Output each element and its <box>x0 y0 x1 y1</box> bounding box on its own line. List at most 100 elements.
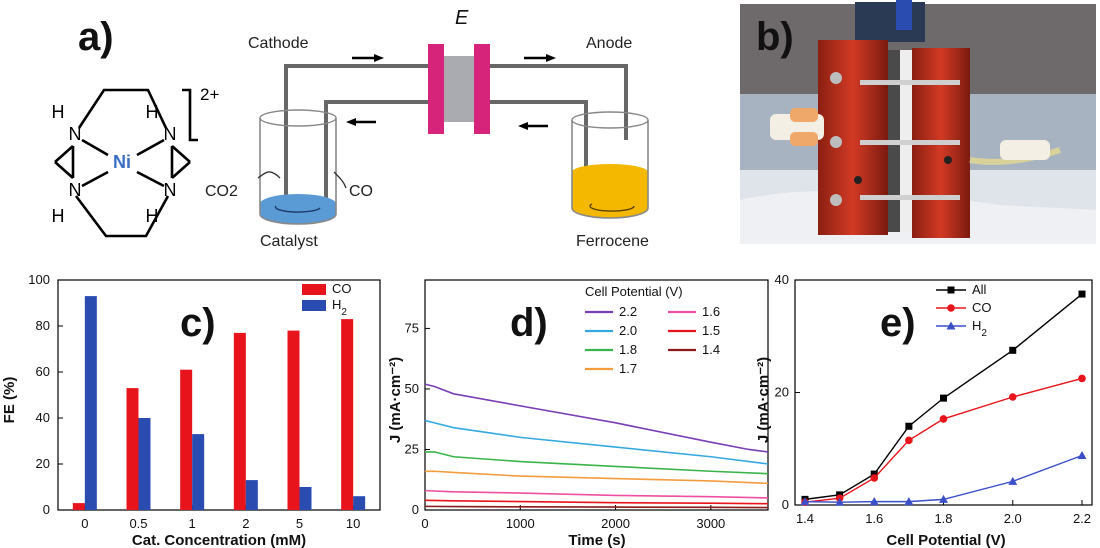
bar-h2 <box>192 434 205 510</box>
membrane <box>444 56 474 122</box>
charge-label: 2+ <box>200 85 219 104</box>
x-axis-title: Cell Potential (V) <box>886 532 1005 548</box>
x-tick-label: 0 <box>81 516 88 531</box>
ni-cyclam-structure <box>54 88 198 238</box>
x-tick-label: 3000 <box>696 516 725 531</box>
cathode-label: Cathode <box>248 35 309 52</box>
legend-label: 1.8 <box>619 342 637 357</box>
hydrogen-atom: H <box>146 206 159 226</box>
legend-label: CO <box>332 281 352 296</box>
y-tick-label: 0 <box>412 502 419 517</box>
flow-arrows <box>346 54 556 130</box>
data-point-co <box>1008 393 1017 401</box>
y-tick-label: 0 <box>782 497 789 512</box>
chart-current-density-potential: e) 0 20 40 1.4 1.6 1.8 2.0 2.2 All CO H2 Cell Pot… <box>755 272 1093 548</box>
series-line-1-8 <box>425 451 769 475</box>
legend-label: H2 <box>972 318 987 339</box>
legend-label: 1.6 <box>702 304 720 319</box>
data-point-co <box>870 474 879 482</box>
panel-label-b: b) <box>756 15 794 59</box>
panel-a: a) Ni N N N N H H H H 2+ <box>52 15 219 238</box>
legend-marker <box>947 304 955 312</box>
data-point-co <box>1078 374 1086 383</box>
legend-label: 2.2 <box>619 304 637 319</box>
x-tick-label: 5 <box>296 516 303 531</box>
tubing <box>284 64 628 198</box>
legend-label: CO <box>972 300 992 315</box>
y-tick-label: 25 <box>405 441 419 456</box>
potential-label: E <box>455 7 469 29</box>
y-tick-label: 20 <box>36 456 50 471</box>
series-line-1-7 <box>425 470 769 485</box>
panel-label-a: a) <box>78 15 114 59</box>
co-label: CO <box>349 183 373 200</box>
y-tick-label: 75 <box>405 320 419 335</box>
plot-frame <box>794 279 1093 506</box>
x-tick-label: 0.5 <box>129 516 147 531</box>
y-tick-label: 0 <box>43 502 50 517</box>
legend-swatch <box>302 300 326 311</box>
hydrogen-atom: H <box>146 102 159 122</box>
legend-label: 1.7 <box>619 361 637 376</box>
x-tick-label: 1.8 <box>934 511 952 526</box>
data-point-all <box>870 470 878 478</box>
membrane-assembly <box>428 44 490 134</box>
bar-h2 <box>299 487 312 510</box>
bar-co <box>180 369 193 510</box>
x-tick-label: 0 <box>421 516 428 531</box>
data-point-h2 <box>939 494 948 503</box>
bar-h2 <box>84 296 97 510</box>
data-point-h2 <box>835 497 845 506</box>
x-tick-label: 2000 <box>601 516 630 531</box>
data-point-all <box>1009 346 1017 354</box>
y-tick-label: 80 <box>36 318 50 333</box>
y-tick-label: 60 <box>36 364 50 379</box>
series-line-2-2 <box>424 383 769 453</box>
flow-cell-photo <box>818 40 970 238</box>
data-point-all <box>905 422 913 430</box>
legend-label: 1.4 <box>702 342 720 357</box>
data-point-all <box>940 394 947 402</box>
x-tick-label: 2.2 <box>1073 511 1091 526</box>
anode-label: Anode <box>586 35 632 52</box>
panel-label-d: d) <box>510 301 548 345</box>
x-tick-label: 2.0 <box>1004 511 1022 526</box>
bar-co <box>233 332 246 510</box>
series-line-1-5 <box>424 499 769 505</box>
bar-h2 <box>138 418 151 510</box>
data-point-h2 <box>904 497 914 506</box>
y-axis-title: FE (%) <box>1 377 18 424</box>
x-tick-label: 10 <box>346 516 360 531</box>
data-point-co <box>939 415 948 423</box>
x-tick-label: 1.6 <box>865 511 883 526</box>
flow-cell-schematic: E Cathode Anode <box>205 7 649 250</box>
data-point-co <box>905 436 913 445</box>
end-plate-left <box>428 44 444 134</box>
x-tick-label: 1000 <box>506 516 535 531</box>
ferrocene-label: Ferrocene <box>576 233 649 250</box>
plot-frame <box>424 279 769 511</box>
hydrogen-atom: H <box>52 206 65 226</box>
bar-co <box>126 388 139 510</box>
legend-swatch <box>302 284 326 295</box>
data-point-h2 <box>1077 451 1087 459</box>
y-axis-title: J (mA·cm⁻²) <box>387 357 404 443</box>
chart-current-density-time: d) 0 25 50 75 0 1000 2000 3000 2.2 2.0 1.8 1.7 1.6 1… <box>387 279 769 548</box>
x-tick-label: 1 <box>189 516 196 531</box>
data-point-all <box>1078 290 1086 298</box>
x-tick-label: 2 <box>242 516 249 531</box>
cathode-beaker <box>257 109 347 225</box>
y-tick-label: 50 <box>405 381 419 396</box>
x-axis-title: Time (s) <box>568 532 625 548</box>
x-tick-label: 1.4 <box>796 511 814 526</box>
ferrocene-solution <box>572 172 648 218</box>
series-line-1-4 <box>424 505 769 509</box>
data-point-h2 <box>800 497 810 506</box>
panel-label-e: e) <box>880 301 916 345</box>
bar-h2 <box>353 496 366 510</box>
legend-label: 1.5 <box>702 323 720 338</box>
series-line-2-0 <box>424 419 769 465</box>
nitrogen-atom: N <box>69 124 82 144</box>
